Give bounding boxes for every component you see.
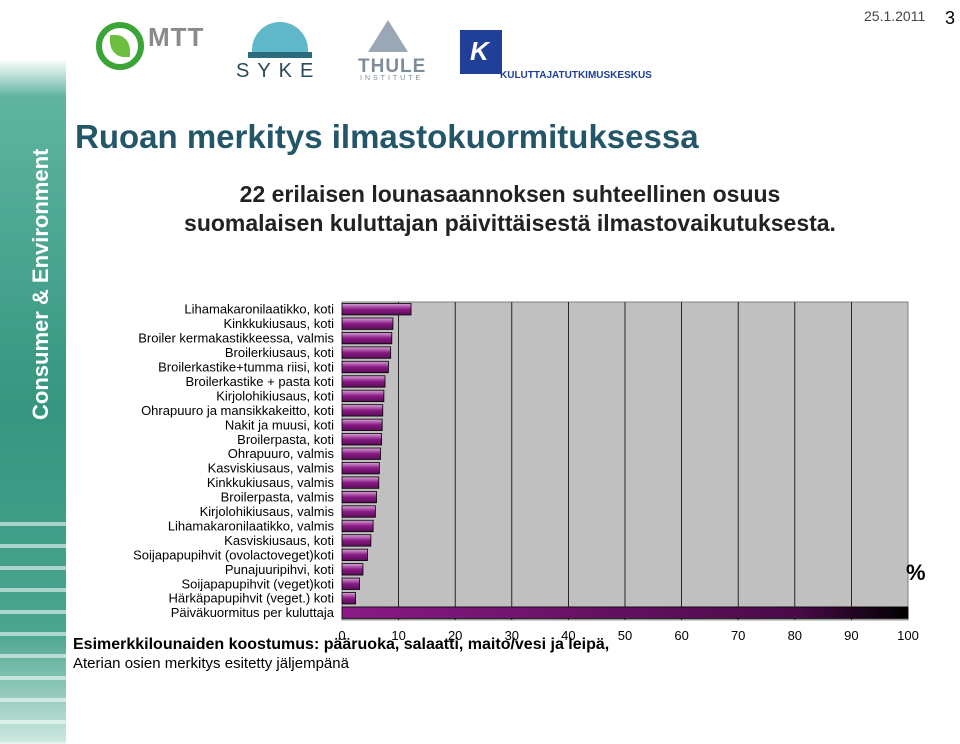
category-label: Broiler kermakastikkeessa, valmis xyxy=(138,331,334,346)
x-tick-label: 0 xyxy=(338,628,345,643)
category-label: Kirjolohikiusaus, koti xyxy=(216,388,334,403)
mtt-logo-text: MTT xyxy=(148,22,205,52)
category-label: Kasviskiusaus, koti xyxy=(224,533,334,548)
thule-logo-text: THULE xyxy=(358,56,427,77)
bar xyxy=(341,462,380,475)
bar xyxy=(341,331,393,345)
category-label: Härkäpapupihvit (veget.) koti xyxy=(169,591,335,606)
x-tick-label: 50 xyxy=(618,628,632,643)
category-label: Kasviskiusaus, valmis xyxy=(208,461,335,476)
triangle-icon xyxy=(368,20,408,52)
page-number: 3 xyxy=(945,8,956,28)
category-label: Kinkkukiusaus, koti xyxy=(223,316,334,331)
syke-bar-icon xyxy=(248,52,312,58)
sidebar-stripes xyxy=(0,504,66,744)
kt-logo-text: KULUTTAJATUTKIMUSKESKUS xyxy=(500,70,652,81)
bar xyxy=(341,389,385,403)
components-note: Aterian osien merkitys esitetty jäljempä… xyxy=(73,655,349,672)
x-tick-label: 30 xyxy=(505,628,519,643)
category-label: Ohrapuuro, valmis xyxy=(228,446,335,461)
subtitle-line-1: 22 erilaisen lounasaannoksen suhteelline… xyxy=(239,181,781,207)
x-tick-label: 100 xyxy=(897,628,919,643)
bar xyxy=(341,418,383,431)
bar xyxy=(341,606,909,619)
bar xyxy=(341,447,381,460)
category-label: Soijapapupihvit (veget)koti xyxy=(182,576,335,591)
bar xyxy=(341,317,394,330)
x-tick-label: 10 xyxy=(391,628,405,643)
bar xyxy=(341,519,374,533)
bar xyxy=(341,563,364,576)
composition-note: Esimerkkilounaiden koostumus: pääruoka, … xyxy=(73,636,610,653)
bar xyxy=(341,548,368,562)
category-label: Kirjolohikiusaus, valmis xyxy=(200,504,335,519)
leaf-icon xyxy=(110,35,130,57)
bar xyxy=(341,360,389,374)
bar xyxy=(341,476,380,489)
bar xyxy=(341,346,392,359)
category-label: Lihamakaronilaatikko, koti xyxy=(184,302,334,317)
bar xyxy=(341,490,377,504)
sidebar-band: Consumer & Environment xyxy=(0,0,66,744)
syke-logo-text: SYKE xyxy=(236,60,322,82)
bar xyxy=(341,404,384,417)
x-tick-label: 80 xyxy=(788,628,802,643)
x-tick-label: 20 xyxy=(448,628,462,643)
category-label: Broilerkastike + pasta koti xyxy=(186,374,335,389)
category-label: Punajuuripihvi, koti xyxy=(225,562,334,577)
category-label: Nakit ja muusi, koti xyxy=(225,417,334,432)
category-label: Broilerpasta, koti xyxy=(237,432,334,447)
category-label: Broilerkiusaus, koti xyxy=(225,345,334,360)
bar xyxy=(341,505,376,518)
x-tick-label: 70 xyxy=(731,628,745,643)
category-label: Kinkkukiusaus, valmis xyxy=(207,475,335,490)
x-tick-label: 90 xyxy=(844,628,858,643)
slide-date: 25.1.2011 xyxy=(864,8,926,24)
mtt-ring-icon xyxy=(96,22,144,70)
thule-logo-subtext: INSTITUTE xyxy=(360,75,424,82)
kt-mark-icon: K xyxy=(470,36,489,66)
bar xyxy=(341,534,372,547)
bar xyxy=(341,592,356,605)
bar xyxy=(341,375,386,388)
bar xyxy=(341,433,383,446)
category-label: Broilerkastike+tumma riisi, koti xyxy=(158,360,334,375)
unit-label: % xyxy=(906,560,926,585)
category-label: Soijapapupihvit (ovolactoveget)koti xyxy=(133,547,334,562)
slide-subtitle: 22 erilaisen lounasaannoksen suhteelline… xyxy=(160,180,860,238)
x-tick-label: 40 xyxy=(561,628,575,643)
slide-title: Ruoan merkitys ilmastokuormituksessa xyxy=(75,118,699,155)
category-label: Päiväkuormitus per kuluttaja xyxy=(171,605,335,620)
category-label: Broilerpasta, valmis xyxy=(221,490,335,505)
subtitle-line-2: suomalaisen kuluttajan päivittäisestä il… xyxy=(184,210,836,236)
bar xyxy=(341,577,360,590)
category-label: Lihamakaronilaatikko, valmis xyxy=(168,518,335,533)
x-tick-label: 60 xyxy=(674,628,688,643)
category-label: Ohrapuuro ja mansikkakeitto, koti xyxy=(141,403,334,418)
bar xyxy=(341,303,412,316)
kt-logo-box-icon xyxy=(460,30,502,74)
